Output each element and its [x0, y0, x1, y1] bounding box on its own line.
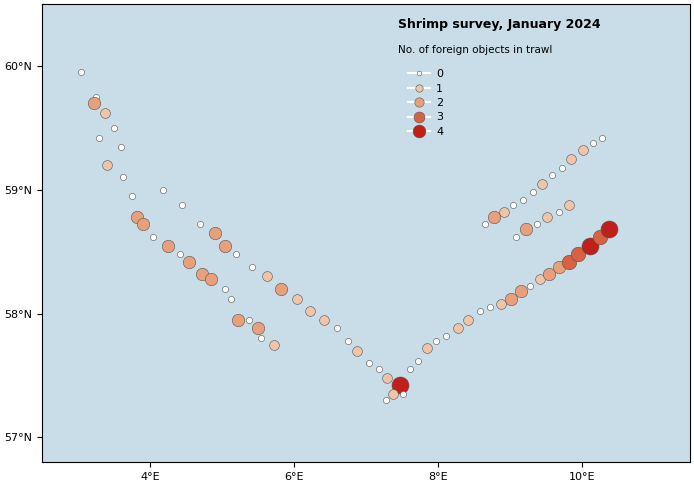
Point	[604, 226, 615, 233]
Point	[232, 316, 244, 324]
Point	[148, 233, 159, 241]
Point	[332, 325, 343, 332]
Point	[115, 142, 126, 150]
Point	[594, 233, 605, 241]
Point	[542, 213, 553, 221]
Point	[546, 171, 557, 179]
Point	[515, 287, 526, 295]
Point	[536, 180, 548, 188]
Point	[94, 134, 105, 142]
Point	[452, 325, 464, 332]
Point	[195, 221, 206, 228]
Point	[421, 345, 432, 352]
Point	[587, 139, 598, 147]
Point	[484, 304, 496, 312]
Point	[90, 93, 101, 101]
Point	[76, 69, 87, 76]
Point	[508, 201, 519, 208]
Point	[373, 365, 384, 373]
Point	[292, 295, 303, 303]
Point	[506, 295, 517, 303]
Point	[137, 221, 149, 228]
Point	[162, 242, 174, 249]
Point	[596, 134, 607, 142]
Point	[431, 337, 442, 345]
Point	[525, 282, 536, 290]
Point	[205, 275, 217, 283]
Point	[177, 201, 188, 208]
Point	[585, 242, 596, 249]
Point	[88, 99, 99, 107]
Point	[553, 262, 564, 270]
Point	[220, 242, 231, 249]
Point	[364, 359, 375, 367]
Point	[527, 189, 539, 196]
Point	[498, 208, 509, 216]
Text: No. of foreign objects in trawl: No. of foreign objects in trawl	[398, 45, 552, 55]
Point	[520, 226, 531, 233]
Point	[573, 250, 584, 258]
Point	[319, 316, 330, 324]
Point	[101, 161, 112, 169]
Point	[517, 196, 528, 204]
Point	[534, 275, 545, 283]
Point	[489, 213, 500, 221]
Point	[256, 334, 267, 342]
Point	[441, 332, 452, 340]
Point	[246, 262, 257, 270]
Point	[510, 233, 521, 241]
Point	[405, 365, 416, 373]
Point	[196, 270, 208, 278]
Point	[474, 307, 485, 315]
Point	[220, 285, 231, 293]
Point	[175, 250, 186, 258]
Point	[304, 307, 315, 315]
Point	[253, 325, 264, 332]
Point	[108, 124, 119, 132]
Point	[352, 347, 363, 355]
Point	[532, 221, 543, 228]
Point	[566, 155, 577, 163]
Text: Shrimp survey, January 2024: Shrimp survey, January 2024	[398, 18, 601, 31]
Point	[398, 390, 409, 398]
Point	[276, 285, 287, 293]
Point	[556, 164, 567, 172]
Point	[462, 316, 473, 324]
Point	[126, 192, 137, 200]
Point	[553, 208, 564, 216]
Point	[564, 258, 575, 265]
Point	[479, 221, 490, 228]
Legend: 0, 1, 2, 3, 4: 0, 1, 2, 3, 4	[404, 65, 448, 141]
Point	[564, 201, 575, 208]
Point	[544, 270, 555, 278]
Point	[100, 109, 111, 117]
Point	[342, 337, 353, 345]
Point	[380, 397, 391, 404]
Point	[412, 357, 423, 364]
Point	[184, 258, 195, 265]
Point	[577, 146, 589, 154]
Point	[209, 229, 220, 237]
Point	[225, 295, 236, 303]
Point	[395, 382, 406, 389]
Point	[382, 374, 393, 382]
Point	[496, 300, 507, 308]
Point	[268, 341, 279, 348]
Point	[131, 213, 142, 221]
Point	[261, 273, 272, 280]
Point	[158, 186, 169, 194]
Point	[244, 316, 255, 324]
Point	[117, 174, 128, 181]
Point	[230, 250, 242, 258]
Point	[388, 390, 399, 398]
